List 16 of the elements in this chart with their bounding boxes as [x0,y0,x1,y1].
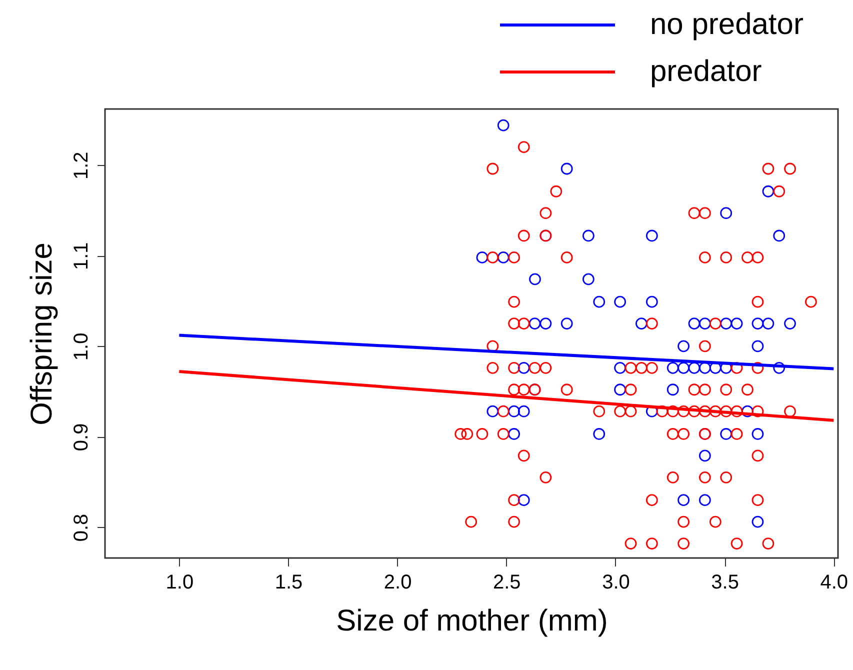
y-tick-label: 0.8 [70,514,92,542]
x-tick-label: 1.5 [274,572,303,594]
x-tick-label: 2.5 [493,572,521,594]
x-tick-label: 3.5 [711,572,739,594]
x-tick-label: 2.0 [384,572,412,594]
y-axis-title: Offspring size [26,242,58,426]
y-tick-label: 1.1 [70,242,92,270]
legend-label: predator [650,55,762,88]
legend-label: no predator [650,8,804,41]
x-tick-label: 3.0 [602,572,630,594]
x-tick-label: 4.0 [820,572,848,594]
x-axis-title: Size of mother (mm) [336,604,608,638]
y-tick-label: 0.9 [70,423,92,452]
x-tick-label: 1.0 [166,572,194,594]
y-tick-label: 1.2 [70,152,92,180]
y-tick-label: 1.0 [70,332,92,361]
